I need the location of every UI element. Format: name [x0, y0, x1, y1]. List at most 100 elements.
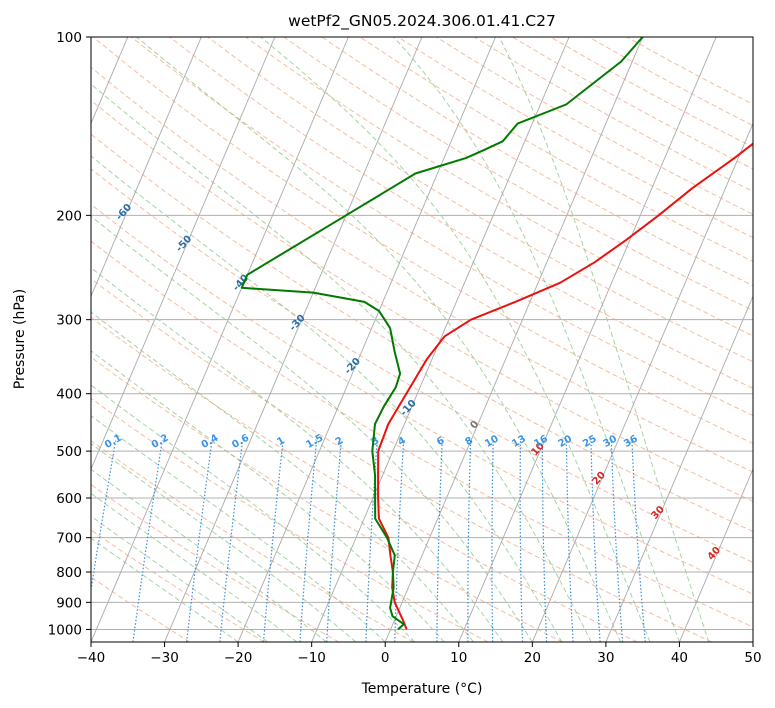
dry-adiabat-line	[91, 99, 753, 502]
y-tick-label: 800	[56, 565, 82, 581]
moist-adiabat-line	[91, 155, 563, 642]
moist-adiabat-line	[136, 37, 622, 642]
mixing-ratio-label: 0.4	[200, 433, 221, 451]
dry-adiabat-line	[550, 37, 753, 148]
isotherm-line	[91, 37, 202, 298]
mixing-ratio-label: 36	[622, 433, 640, 450]
mixing-ratio-line	[299, 440, 318, 642]
mixing-ratio-line	[219, 440, 244, 642]
moist-adiabat-line	[91, 468, 327, 642]
mixing-ratio-line	[590, 440, 601, 642]
mixing-ratio-line	[326, 440, 342, 642]
moist-adiabat-line	[91, 515, 268, 642]
y-tick-label: 100	[56, 30, 82, 46]
mixing-ratio-line	[631, 440, 646, 642]
y-tick-label: 600	[56, 491, 82, 507]
mixing-ratio-label: 8	[463, 435, 475, 448]
moist-adiabat-line	[91, 415, 386, 642]
mixing-ratio-line	[186, 440, 213, 642]
isotherm-label: -30	[288, 313, 308, 334]
mixing-ratio-line	[541, 440, 548, 642]
moist-adiabat-line	[393, 37, 680, 642]
mixing-ratio-label: 30	[602, 433, 620, 450]
isotherm-line	[384, 37, 644, 642]
moist-adiabat-line	[91, 83, 592, 642]
mixing-ratio-label: 10	[483, 433, 501, 450]
mixing-ratio-label: 0.1	[103, 433, 124, 451]
y-tick-label: 300	[56, 313, 82, 329]
isotherm-line	[164, 37, 423, 642]
isotherm-line	[752, 640, 753, 642]
dry-adiabat-line	[91, 203, 753, 595]
x-tick-label: −10	[297, 650, 326, 666]
mixing-ratio-label: 1	[275, 435, 287, 448]
mixing-ratio-line	[491, 440, 494, 642]
mixing-ratio-label: 2	[334, 435, 346, 448]
dry-adiabat-line	[92, 37, 753, 445]
dewpoint-profile	[240, 37, 644, 631]
moist-adiabat-line	[91, 442, 357, 642]
mixing-ratio-label: 25	[581, 433, 599, 450]
x-tick-label: 0	[381, 650, 390, 666]
dry-adiabat-line	[169, 37, 753, 389]
mixing-ratio-line	[132, 440, 163, 642]
isotherm-line	[605, 295, 753, 642]
mixing-ratio-line	[365, 440, 378, 642]
moist-adiabat-line	[91, 384, 415, 642]
isotherm-line	[237, 37, 496, 642]
isotherm-line	[91, 37, 276, 471]
moist-adiabat-line	[260, 37, 651, 642]
dry-adiabat-line	[91, 440, 414, 642]
mixing-ratio-label: 1.5	[304, 433, 325, 451]
mixing-ratio-line	[91, 440, 117, 594]
isotherm-line	[458, 37, 717, 642]
x-tick-label: 30	[597, 650, 614, 666]
dry-adiabat-line	[435, 37, 753, 215]
dry-adiabat-line	[91, 278, 713, 642]
mixing-ratio-label: 13	[510, 433, 528, 450]
isotherm-line	[531, 122, 753, 642]
mixing-ratio-line	[467, 440, 472, 642]
y-axis-label: Pressure (hPa)	[12, 289, 28, 389]
x-tick-label: −30	[150, 650, 179, 666]
mixing-ratio-label: 4	[396, 435, 408, 448]
y-tick-label: 500	[56, 444, 82, 460]
x-tick-label: 10	[450, 650, 467, 666]
isotherm-line	[679, 467, 753, 642]
mixing-ratio-label: 0.2	[150, 433, 171, 451]
mixing-ratio-line	[394, 440, 405, 642]
y-tick-label: 1000	[48, 622, 82, 638]
mixing-ratio-line	[519, 440, 524, 642]
temperature-profile	[377, 142, 753, 630]
moist-adiabat-line	[91, 492, 298, 642]
moist-adiabat-line	[91, 311, 474, 642]
moist-adiabat-line	[91, 215, 533, 642]
x-tick-label: 40	[671, 650, 688, 666]
dry-adiabat-line	[131, 37, 753, 417]
y-tick-label: 400	[56, 387, 82, 403]
dry-adiabat-line	[91, 133, 753, 533]
dry-adiabat-line	[91, 483, 340, 642]
dry-adiabat-line	[512, 37, 753, 170]
dry-adiabat-line	[588, 37, 753, 127]
mixing-ratio-label: 6	[435, 435, 447, 448]
dry-adiabat-line	[91, 168, 753, 563]
isotherm-line	[91, 37, 349, 642]
moist-adiabat-line	[91, 267, 504, 642]
dry-adiabat-line	[91, 240, 753, 628]
dry-adiabat-line	[283, 37, 753, 312]
dry-adiabat-line	[91, 576, 190, 642]
dry-adiabat-line	[91, 397, 489, 642]
mixing-ratio-line	[565, 440, 574, 642]
x-tick-label: −20	[224, 650, 253, 666]
isotherm-label: -40	[231, 273, 251, 294]
plot-frame	[90, 36, 754, 643]
dry-adiabat-line	[91, 356, 563, 642]
isotherm-label: -20	[343, 356, 363, 377]
x-tick-label: 50	[744, 650, 761, 666]
chart-title: wetPf2_GN05.2024.306.01.41.C27	[288, 12, 556, 31]
mixing-ratio-line	[436, 440, 443, 642]
dry-adiabat-line	[91, 529, 265, 642]
isotherm-line	[311, 37, 570, 642]
